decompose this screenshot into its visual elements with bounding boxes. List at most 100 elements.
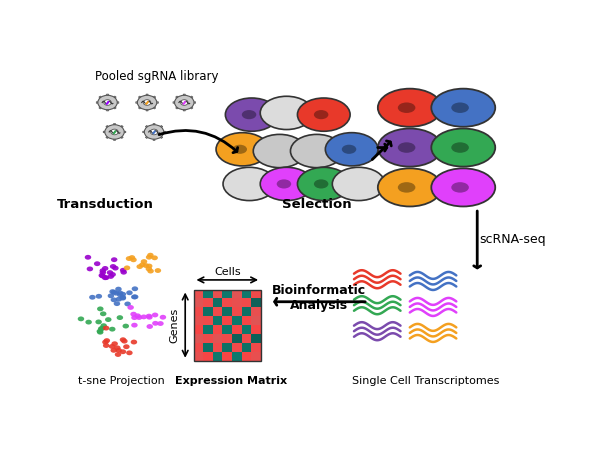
Text: Selection: Selection — [282, 198, 352, 211]
Ellipse shape — [451, 182, 469, 193]
Polygon shape — [183, 94, 185, 95]
Bar — [251, 343, 261, 352]
Circle shape — [143, 100, 151, 105]
Polygon shape — [107, 94, 109, 95]
Polygon shape — [146, 94, 148, 95]
Ellipse shape — [398, 103, 415, 113]
Circle shape — [146, 264, 152, 269]
Ellipse shape — [298, 98, 350, 131]
Polygon shape — [153, 124, 155, 125]
Polygon shape — [145, 126, 148, 127]
Circle shape — [100, 270, 106, 275]
Polygon shape — [143, 131, 145, 133]
Circle shape — [109, 344, 115, 349]
Bar — [251, 334, 261, 343]
Bar — [232, 343, 242, 352]
Bar — [203, 307, 213, 316]
Text: Genes: Genes — [169, 307, 179, 343]
Circle shape — [124, 266, 130, 270]
Circle shape — [100, 274, 106, 279]
Circle shape — [146, 315, 152, 320]
Ellipse shape — [242, 110, 256, 119]
Polygon shape — [190, 107, 193, 109]
Circle shape — [89, 295, 95, 300]
Text: t-sne Projection: t-sne Projection — [78, 377, 165, 387]
Polygon shape — [124, 131, 126, 133]
Bar — [242, 316, 251, 325]
Polygon shape — [103, 131, 105, 133]
Circle shape — [120, 268, 127, 273]
Circle shape — [175, 95, 194, 110]
Circle shape — [107, 274, 114, 279]
Bar — [203, 298, 213, 307]
Ellipse shape — [226, 98, 278, 131]
Text: Transduction: Transduction — [57, 198, 154, 211]
Polygon shape — [117, 102, 119, 103]
Circle shape — [103, 326, 109, 330]
Bar — [213, 290, 223, 298]
Circle shape — [119, 295, 126, 300]
Circle shape — [136, 315, 142, 320]
Bar — [213, 343, 223, 352]
Circle shape — [131, 286, 138, 291]
Circle shape — [100, 323, 107, 328]
Circle shape — [160, 315, 166, 320]
Circle shape — [127, 305, 134, 310]
Circle shape — [131, 340, 137, 345]
Text: Pooled sgRNA library: Pooled sgRNA library — [95, 70, 218, 83]
Circle shape — [98, 326, 104, 331]
Circle shape — [132, 294, 139, 299]
Bar — [194, 290, 203, 298]
Bar — [213, 298, 223, 307]
Bar — [203, 290, 213, 298]
Polygon shape — [153, 107, 156, 109]
Circle shape — [141, 259, 147, 264]
Circle shape — [126, 290, 133, 295]
Ellipse shape — [431, 129, 495, 166]
Circle shape — [146, 314, 152, 319]
Text: Bioinformatic
Analysis: Bioinformatic Analysis — [272, 284, 366, 312]
Circle shape — [155, 268, 161, 273]
Circle shape — [95, 320, 102, 324]
Ellipse shape — [277, 180, 291, 189]
Bar — [223, 316, 232, 325]
Circle shape — [98, 95, 117, 110]
Circle shape — [97, 306, 104, 311]
Ellipse shape — [314, 110, 328, 119]
Circle shape — [103, 275, 109, 280]
Circle shape — [109, 289, 116, 294]
Bar — [242, 290, 251, 298]
Polygon shape — [121, 137, 123, 139]
Bar — [232, 298, 242, 307]
Circle shape — [121, 270, 127, 274]
Circle shape — [122, 324, 129, 328]
Circle shape — [113, 291, 119, 296]
Ellipse shape — [398, 182, 415, 193]
Polygon shape — [164, 131, 166, 133]
Polygon shape — [176, 96, 178, 98]
Circle shape — [112, 341, 118, 346]
Circle shape — [119, 349, 126, 354]
Polygon shape — [121, 126, 123, 127]
Bar — [213, 352, 223, 360]
Polygon shape — [106, 126, 109, 127]
Polygon shape — [176, 107, 178, 109]
Circle shape — [136, 264, 143, 269]
Circle shape — [117, 292, 124, 297]
Bar — [232, 307, 242, 316]
Ellipse shape — [398, 142, 415, 153]
Polygon shape — [107, 110, 109, 111]
Circle shape — [128, 255, 135, 260]
Circle shape — [123, 344, 130, 349]
Circle shape — [111, 129, 118, 135]
Circle shape — [100, 268, 106, 273]
Circle shape — [151, 256, 158, 260]
Circle shape — [104, 338, 110, 343]
Bar — [203, 316, 213, 325]
Circle shape — [109, 272, 116, 277]
Bar — [223, 298, 232, 307]
Circle shape — [111, 290, 117, 295]
Polygon shape — [136, 102, 137, 103]
Polygon shape — [96, 102, 98, 103]
Ellipse shape — [342, 145, 356, 154]
